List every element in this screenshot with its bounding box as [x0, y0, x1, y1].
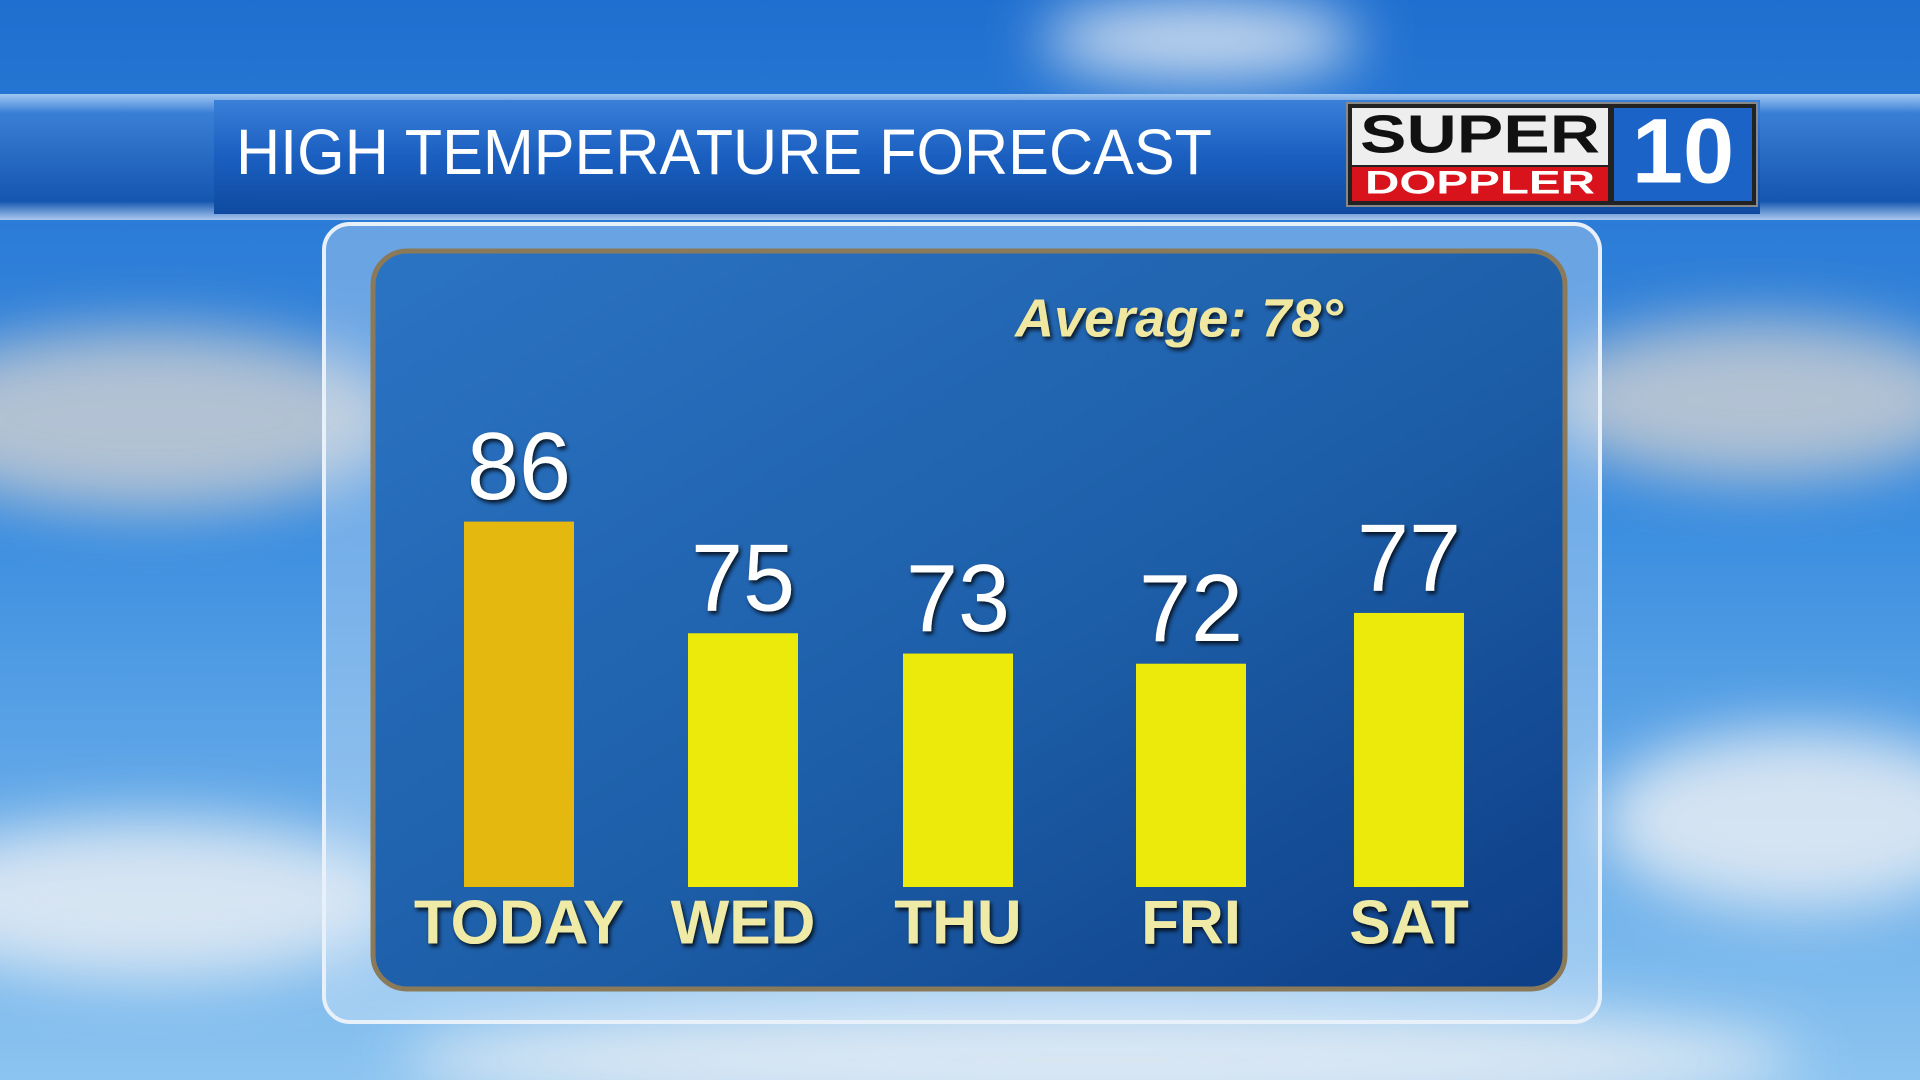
bar: [903, 653, 1013, 887]
value-label: 72: [1139, 555, 1243, 662]
annotation: Average: 78°: [1013, 288, 1343, 348]
logo-number-box: [1614, 108, 1752, 201]
logo-bottom: DOPPLER: [1365, 164, 1595, 200]
bar: [1136, 663, 1246, 887]
x-tick-label: WED: [671, 888, 816, 957]
value-label: 75: [691, 525, 795, 632]
value-label: 73: [906, 545, 1010, 652]
x-tick-label: THU: [894, 888, 1021, 957]
logo: SUPER DOPPLER 10: [1346, 100, 1758, 207]
logo-top-box: [1352, 108, 1608, 165]
x-tick-label: SAT: [1349, 888, 1469, 957]
bar: [1354, 612, 1464, 887]
bar: [688, 633, 798, 887]
logo-bottom-box: [1352, 167, 1608, 201]
panel: [370, 248, 1568, 992]
chart-title: HIGH TEMPERATURE FORECAST: [236, 116, 1212, 188]
value-label: 77: [1357, 504, 1461, 611]
bar: [464, 521, 574, 887]
logo-top: SUPER: [1360, 104, 1600, 164]
logo-number: 10: [1632, 100, 1734, 202]
value-label: 86: [467, 413, 571, 520]
x-tick-label: TODAY: [414, 888, 624, 957]
x-tick-label: FRI: [1141, 888, 1241, 957]
